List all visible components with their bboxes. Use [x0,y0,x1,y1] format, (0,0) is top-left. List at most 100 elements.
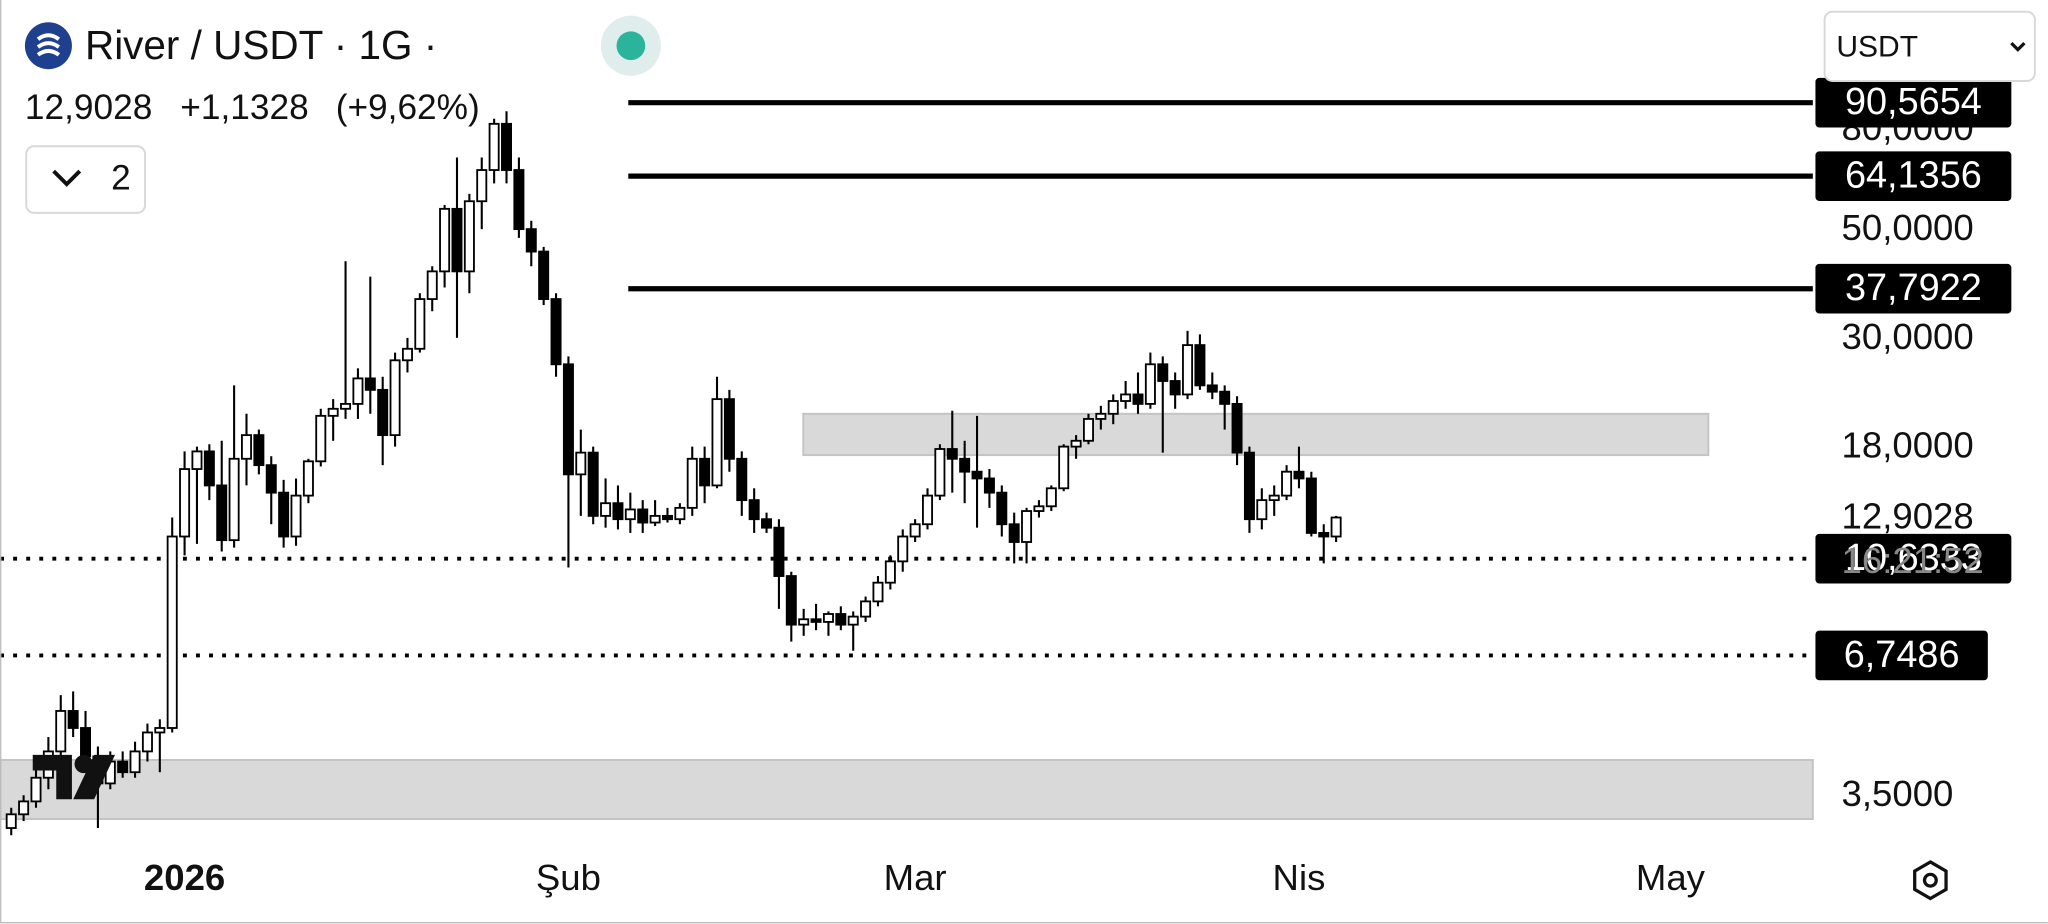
candle-body [5,813,17,829]
candle-body [1194,344,1206,387]
candle-body [1045,487,1057,508]
candle-body [971,470,983,480]
candle-body [117,760,129,774]
candle-body [1182,344,1194,396]
candle-body [241,434,252,460]
candle-body [587,451,599,517]
candles [5,111,1342,836]
candle-body [216,484,228,542]
candle-body [996,491,1008,526]
candle-body [1144,363,1156,405]
y-tick-label: 50,0000 [1842,207,1974,248]
price-label: 6,7486 [1844,634,1960,676]
price-label-box [1815,151,2012,201]
countdown-label: 16:21:52 [1842,540,1984,581]
candle-body [847,615,859,626]
watermark-logo [32,754,116,800]
candle-body [67,710,79,729]
candle-body [1021,510,1033,543]
candle-body [463,200,475,273]
candle-body [401,347,413,362]
candle-body [785,575,797,626]
candle-body [1095,412,1107,420]
candle-body [1330,516,1342,538]
symbol-logo-mark [36,33,61,57]
currency-dropdown[interactable] [1823,10,2036,82]
candle-body [822,613,834,623]
candle-body [637,508,649,524]
candle-body [562,363,574,476]
x-tick-label: Şub [536,857,601,898]
candle-body [1293,470,1305,480]
candle-body [624,508,636,521]
candle-body [141,731,153,753]
candle-body [389,359,401,437]
candle-body [278,491,290,538]
chevron-icon [52,169,82,187]
candle-body [686,457,698,509]
candle-body [290,494,302,538]
candle-body [1219,390,1231,405]
candle-body [674,506,686,521]
candle-body [191,450,203,470]
candle-body [488,122,500,171]
y-tick-label: 3,5000 [1842,773,1954,814]
indicators-button[interactable] [25,145,147,214]
settings-icon-center [1922,872,1938,888]
candle-body [983,477,995,494]
indicators-toggle[interactable]: 2 [25,145,147,214]
candle-body [699,457,711,487]
candle-body [810,618,822,623]
candle-body [1281,470,1293,497]
candle-body [600,502,612,517]
candle-body [575,451,587,476]
candle-body [1231,402,1243,454]
price-label-box [1815,263,2012,314]
x-tick-label: Mar [884,857,947,898]
candle-body [501,122,513,171]
candle-body [798,618,810,626]
candle-body [748,499,760,521]
price-label: 90,5654 [1845,81,1982,123]
candle-body [612,502,624,521]
candle-body [550,298,562,366]
currency-select[interactable]: USDT [1823,10,2036,82]
symbol-logo [24,22,72,70]
candle-body [377,388,389,437]
candle-body [1268,494,1280,502]
candle-body [1070,439,1082,448]
price-label: 10,6333 [1845,537,1982,579]
candle-body [265,464,277,494]
candle-body [909,523,921,538]
candle-body [1169,380,1181,396]
zone [0,759,1814,820]
candle-body [1008,523,1020,543]
candle-body [1033,505,1045,512]
candle-body [934,448,946,497]
candle-body [773,526,785,577]
candle-body [525,228,537,253]
x-tick-label: May [1636,857,1706,898]
candle-body [946,448,958,460]
candle-body [439,207,451,273]
price-levels [0,100,1813,658]
dropdown-chevron [2010,41,2026,52]
logo-part [73,754,116,800]
candle-body [1132,393,1144,405]
candle-body [1305,477,1317,534]
candle-body [538,250,550,300]
candle-body [340,402,352,410]
candle-body [711,398,723,487]
candle-body [1120,393,1132,402]
candle-body [661,514,673,521]
header-price: 12,9028 [25,88,152,127]
settings-icon[interactable] [1913,860,1948,901]
candle-body [1058,445,1070,490]
price-label-box [1815,533,2012,584]
candle-body [1318,532,1330,538]
candle-body [352,377,364,405]
candle-body [451,207,463,273]
